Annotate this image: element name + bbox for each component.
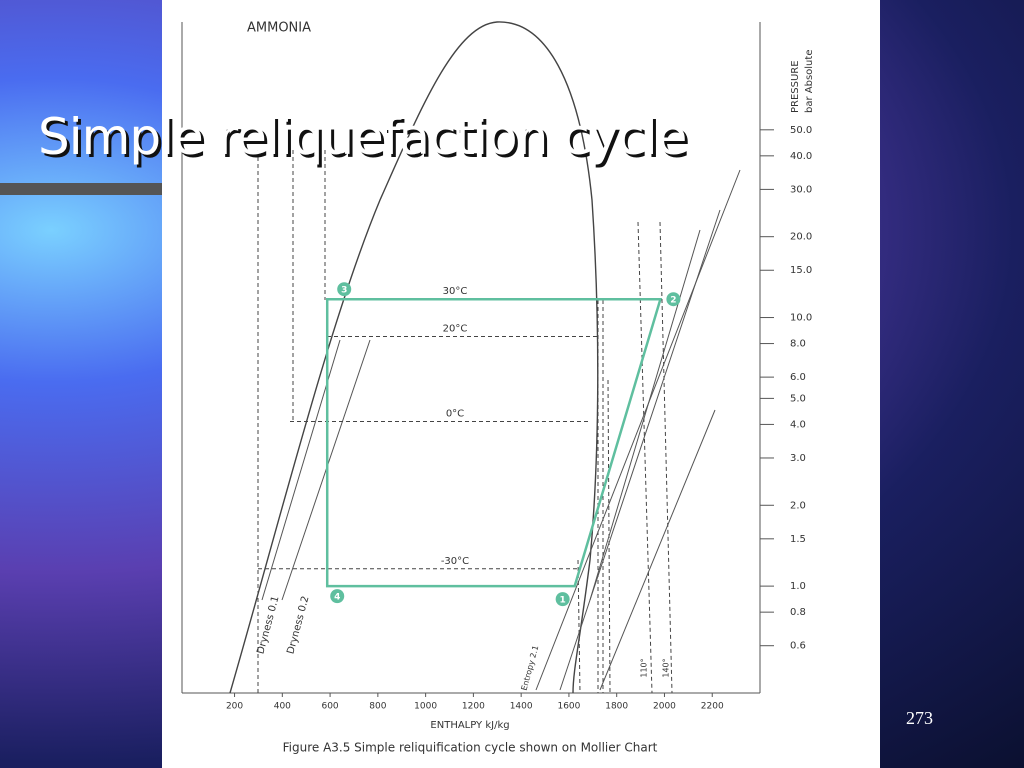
y-tick-label: 10.0 — [790, 313, 812, 324]
cycle-line — [325, 297, 663, 588]
state-point-badge — [666, 292, 681, 307]
state-point-label: 2 — [670, 296, 676, 306]
y-tick-label: 1.0 — [790, 581, 806, 592]
y-tick-label: 5.0 — [790, 393, 806, 404]
isotherm-label: 0°C — [446, 409, 464, 420]
isotherm-label: 30°C — [443, 286, 468, 297]
y-tick-label: 4.0 — [790, 419, 806, 430]
y-tick-label: 50.0 — [790, 125, 812, 136]
annotation: 140° — [662, 658, 671, 677]
y-tick-label: 2.0 — [790, 500, 806, 511]
y-tick-label: 0.6 — [790, 641, 806, 652]
y-axis-label: PRESSURE — [790, 60, 801, 113]
y-tick-label: 3.0 — [790, 453, 806, 464]
x-tick-label: 1200 — [462, 702, 485, 712]
state-point-label: 1 — [560, 596, 566, 606]
x-tick-label: 1600 — [557, 702, 580, 712]
state-point-label: 4 — [334, 593, 340, 603]
annotation: Dryness 0.2 — [285, 595, 311, 656]
x-tick-label: 2000 — [653, 702, 676, 712]
y-tick-label: 0.8 — [790, 607, 806, 618]
x-tick-label: 1400 — [510, 702, 533, 712]
annotation: Entropy 2.1 — [520, 644, 541, 691]
y-tick-label: 30.0 — [790, 184, 812, 195]
y-tick-label: 6.0 — [790, 372, 806, 383]
state-point-badge — [330, 589, 345, 604]
y-tick-label: 8.0 — [790, 339, 806, 350]
accent-bar — [0, 183, 162, 195]
decoration — [181, 21, 761, 694]
x-tick-label: 400 — [274, 702, 291, 712]
x-tick-label: 1800 — [605, 702, 628, 712]
state-point-badge — [555, 592, 570, 607]
page-number: 273 — [906, 708, 933, 728]
isotherm-label: -30°C — [441, 556, 469, 567]
y-tick-label: 1.5 — [790, 534, 806, 545]
y-tick-label: 20.0 — [790, 232, 812, 243]
chart-title: AMMONIA — [247, 21, 311, 36]
x-tick-label: 1000 — [414, 702, 437, 712]
annotation: 110° — [640, 658, 649, 677]
state-point-badge — [337, 282, 352, 297]
annotation: Dryness 0.1 — [255, 595, 281, 656]
y-axis-label: bar Absolute — [804, 50, 815, 113]
y-tick-label: 15.0 — [790, 265, 812, 276]
x-tick-label: 800 — [369, 702, 386, 712]
y-tick-label: 40.0 — [790, 151, 812, 162]
slide-title: Simple reliquefaction cycle — [38, 108, 687, 166]
isotherm-label: 20°C — [443, 323, 468, 334]
x-tick-label: 2200 — [701, 702, 724, 712]
x-tick-label: 200 — [226, 702, 243, 712]
state-point-label: 3 — [341, 286, 347, 296]
x-axis-label: ENTHALPY kJ/kg — [430, 720, 509, 731]
x-tick-label: 600 — [321, 702, 338, 712]
caption: Figure A3.5 Simple reliquification cycle… — [283, 741, 658, 755]
